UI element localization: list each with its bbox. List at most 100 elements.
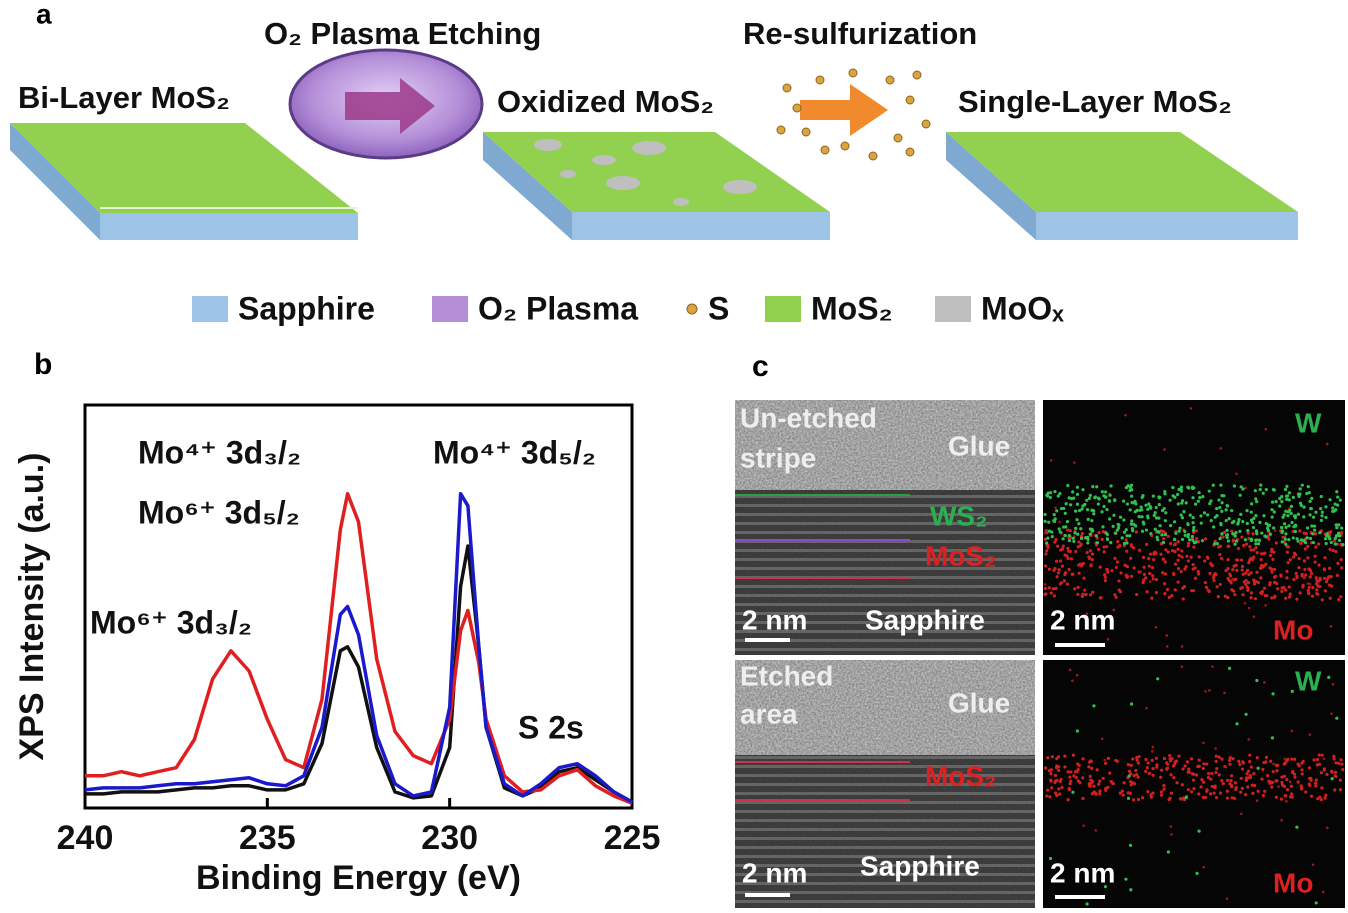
eds-dot	[1324, 793, 1328, 797]
peak-annotation: Mo⁴⁺ 3d₃/₂	[138, 434, 301, 470]
eds-dot	[1125, 534, 1129, 538]
peak-annotation: Mo⁴⁺ 3d₅/₂	[433, 434, 596, 470]
eds-dot	[1109, 540, 1113, 545]
eds-dot	[1172, 537, 1177, 542]
eds-dot	[1053, 489, 1057, 494]
eds-dot	[1179, 485, 1183, 489]
eds-dot	[1272, 580, 1277, 584]
eds-dot	[1336, 561, 1340, 565]
eds-dot	[1289, 795, 1293, 799]
eds-dot	[1231, 577, 1234, 581]
eds-dot	[1322, 757, 1326, 761]
eds-dot	[1125, 565, 1130, 569]
eds-dot	[1307, 491, 1311, 495]
eds-dot	[1057, 568, 1061, 572]
eds-dot	[1190, 790, 1194, 794]
eds-dot	[1251, 791, 1255, 795]
eds-dot	[1280, 780, 1284, 785]
eds-dot	[1162, 537, 1166, 541]
eds-dot	[1227, 578, 1231, 583]
eds-dot	[1147, 771, 1152, 775]
eds-dot	[1115, 528, 1119, 532]
eds-dot	[1213, 539, 1217, 543]
eds-dot	[1106, 785, 1110, 790]
eds-dot	[1107, 499, 1112, 503]
eds-dot	[1212, 525, 1216, 529]
eds-dot	[1209, 499, 1213, 503]
eds-dot	[1272, 510, 1276, 514]
eds-dot	[1178, 797, 1183, 801]
eds-dot	[1315, 757, 1320, 762]
eds-dot	[1263, 534, 1267, 538]
eds-dot	[1305, 526, 1310, 530]
eds-dot	[1097, 782, 1101, 786]
eds-dot	[1307, 776, 1312, 781]
eds-dot	[1168, 754, 1172, 758]
eds-dot	[1210, 784, 1214, 789]
eds-dot	[1247, 606, 1251, 610]
eds-dot	[1338, 788, 1343, 792]
eds-dot	[1310, 524, 1314, 528]
eds-dot	[1328, 596, 1332, 600]
eds-dot	[1293, 775, 1297, 779]
eds-dot	[1060, 785, 1064, 790]
eds-dot	[1188, 513, 1192, 517]
eds-dot	[1287, 585, 1291, 589]
legend-label: O₂ Plasma	[478, 290, 638, 326]
eds-dot	[1181, 586, 1185, 590]
eds-dot	[1079, 543, 1083, 548]
eds-dot	[1218, 552, 1222, 557]
legend-label: S	[708, 290, 729, 326]
eds-dot	[1308, 582, 1312, 586]
eds-dot	[1053, 791, 1058, 795]
eds-dot	[1262, 586, 1267, 590]
eds-dot	[1157, 503, 1161, 507]
eds-dot	[1146, 516, 1150, 520]
eds-dot	[1069, 557, 1074, 561]
eds-dot	[1069, 779, 1073, 783]
eds-dot	[1270, 596, 1274, 600]
x-tick-label: 230	[421, 819, 478, 857]
eds-dot	[1241, 487, 1245, 491]
eds-dot	[1128, 780, 1133, 784]
xps-curve	[85, 544, 633, 804]
eds-dot	[1335, 503, 1340, 507]
tem-image	[735, 660, 1035, 908]
legend-swatch	[432, 296, 468, 322]
eds-dot	[1095, 768, 1099, 772]
eds-dot	[1306, 556, 1310, 560]
eds-dot	[1179, 488, 1183, 492]
eds-dot	[1215, 541, 1219, 546]
eds-dot	[1331, 548, 1335, 552]
eds-dot	[1300, 483, 1304, 487]
eds-dot	[1071, 536, 1075, 540]
eds-dot	[1141, 494, 1145, 498]
eds-dot	[1292, 514, 1296, 518]
eds-dot	[1324, 541, 1328, 546]
eds-dot	[1250, 502, 1254, 506]
eds-dot	[1261, 767, 1265, 771]
legend-label: Sapphire	[238, 290, 375, 326]
eds-dot	[1329, 575, 1333, 579]
eds-dot	[1085, 498, 1089, 502]
eds-dot	[1045, 541, 1049, 545]
eds-dot	[1074, 509, 1078, 513]
eds-dot	[1172, 776, 1176, 780]
eds-dot	[1197, 829, 1201, 833]
eds-dot	[1197, 491, 1201, 495]
eds-dot	[1088, 493, 1092, 497]
eds-dot	[1187, 541, 1191, 545]
eds-dot	[1248, 776, 1252, 780]
eds-dot	[1071, 790, 1075, 794]
eds-dot	[1140, 508, 1144, 512]
eds-dot	[1096, 502, 1100, 506]
eds-dot	[1184, 501, 1188, 505]
eds-dot	[1269, 759, 1273, 763]
eds-dot	[1262, 514, 1266, 518]
eds-dot	[1337, 538, 1342, 542]
eds-dot	[1077, 508, 1082, 513]
eds-dot	[1061, 537, 1065, 541]
eds-dot	[1215, 506, 1219, 511]
eds-dot	[1255, 551, 1259, 555]
eds-dot	[1209, 792, 1213, 796]
